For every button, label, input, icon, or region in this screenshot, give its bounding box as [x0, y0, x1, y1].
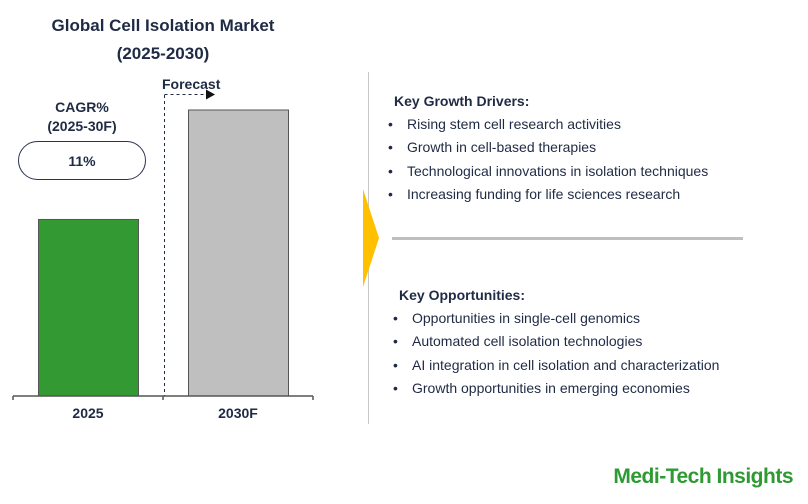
- bar-chart: [12, 89, 314, 400]
- cagr-label: CAGR%: [55, 99, 109, 115]
- forecast-label: Forecast: [162, 76, 221, 92]
- cagr-value-pill: 11%: [18, 141, 146, 180]
- forecast-arrow-head: [206, 89, 215, 100]
- list-item: • Technological innovations in isolation …: [388, 162, 709, 179]
- bar-2025: [38, 218, 139, 397]
- brand-logo: Medi-Tech Insights: [613, 465, 793, 488]
- opportunities-heading: Key Opportunities:: [399, 287, 526, 303]
- list-item: • Opportunities in single-cell genomics: [393, 310, 640, 326]
- cagr-period: (2025-30F): [47, 118, 117, 134]
- arrow-pointer-icon: [363, 189, 379, 287]
- x-tick-label-2025: 2025: [72, 405, 104, 421]
- drivers-list: • Rising stem cell research activities • G…: [388, 115, 708, 208]
- x-tick-label-2030f: 2030F: [218, 405, 258, 421]
- cagr-value: 11%: [68, 152, 96, 169]
- list-item: • Rising stem cell research activities: [388, 116, 621, 132]
- list-item: • Growth opportunities in emerging econom…: [393, 379, 690, 396]
- list-item: • Growth in cell-based therapies: [388, 139, 597, 156]
- section-separator: [392, 237, 743, 240]
- list-item: • Increasing funding for life sciences re…: [388, 185, 681, 202]
- bar-2030f: [188, 109, 289, 397]
- chart-subtitle: (2025-2030): [116, 44, 210, 63]
- drivers-heading: Key Growth Drivers:: [394, 93, 530, 109]
- list-item: • AI integration in cell isolation and ch…: [393, 356, 720, 373]
- opportunities-list: • Opportunities in single-cell genomics •…: [393, 309, 719, 402]
- chart-title: Global Cell Isolation Market: [51, 16, 275, 35]
- list-item: • Automated cell isolation technologies: [393, 333, 643, 350]
